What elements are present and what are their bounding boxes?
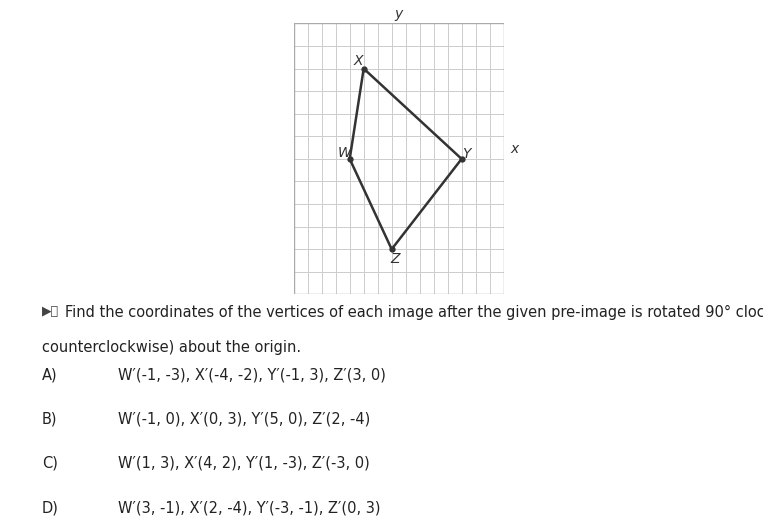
Text: X: X <box>353 54 363 68</box>
Text: y: y <box>394 7 402 21</box>
Text: W′(-1, -3), X′(-4, -2), Y′(-1, 3), Z′(3, 0): W′(-1, -3), X′(-4, -2), Y′(-1, 3), Z′(3,… <box>118 367 386 382</box>
Text: W: W <box>338 146 352 160</box>
Text: W′(-1, 0), X′(0, 3), Y′(5, 0), Z′(2, -4): W′(-1, 0), X′(0, 3), Y′(5, 0), Z′(2, -4) <box>118 412 371 427</box>
Text: B): B) <box>42 412 57 427</box>
Text: A): A) <box>42 367 57 382</box>
Text: D): D) <box>42 500 59 515</box>
Text: W′(3, -1), X′(2, -4), Y′(-3, -1), Z′(0, 3): W′(3, -1), X′(2, -4), Y′(-3, -1), Z′(0, … <box>118 500 381 515</box>
Text: counterclockwise) about the origin.: counterclockwise) about the origin. <box>42 340 301 355</box>
Text: W′(1, 3), X′(4, 2), Y′(1, -3), Z′(-3, 0): W′(1, 3), X′(4, 2), Y′(1, -3), Z′(-3, 0) <box>118 456 370 471</box>
Text: Find the coordinates of the vertices of each image after the given pre-image is : Find the coordinates of the vertices of … <box>65 305 763 320</box>
Text: Y: Y <box>462 147 471 162</box>
Text: x: x <box>510 142 519 156</box>
Text: ▶⧗: ▶⧗ <box>42 305 59 318</box>
Text: Z: Z <box>391 252 400 266</box>
Text: C): C) <box>42 456 58 471</box>
